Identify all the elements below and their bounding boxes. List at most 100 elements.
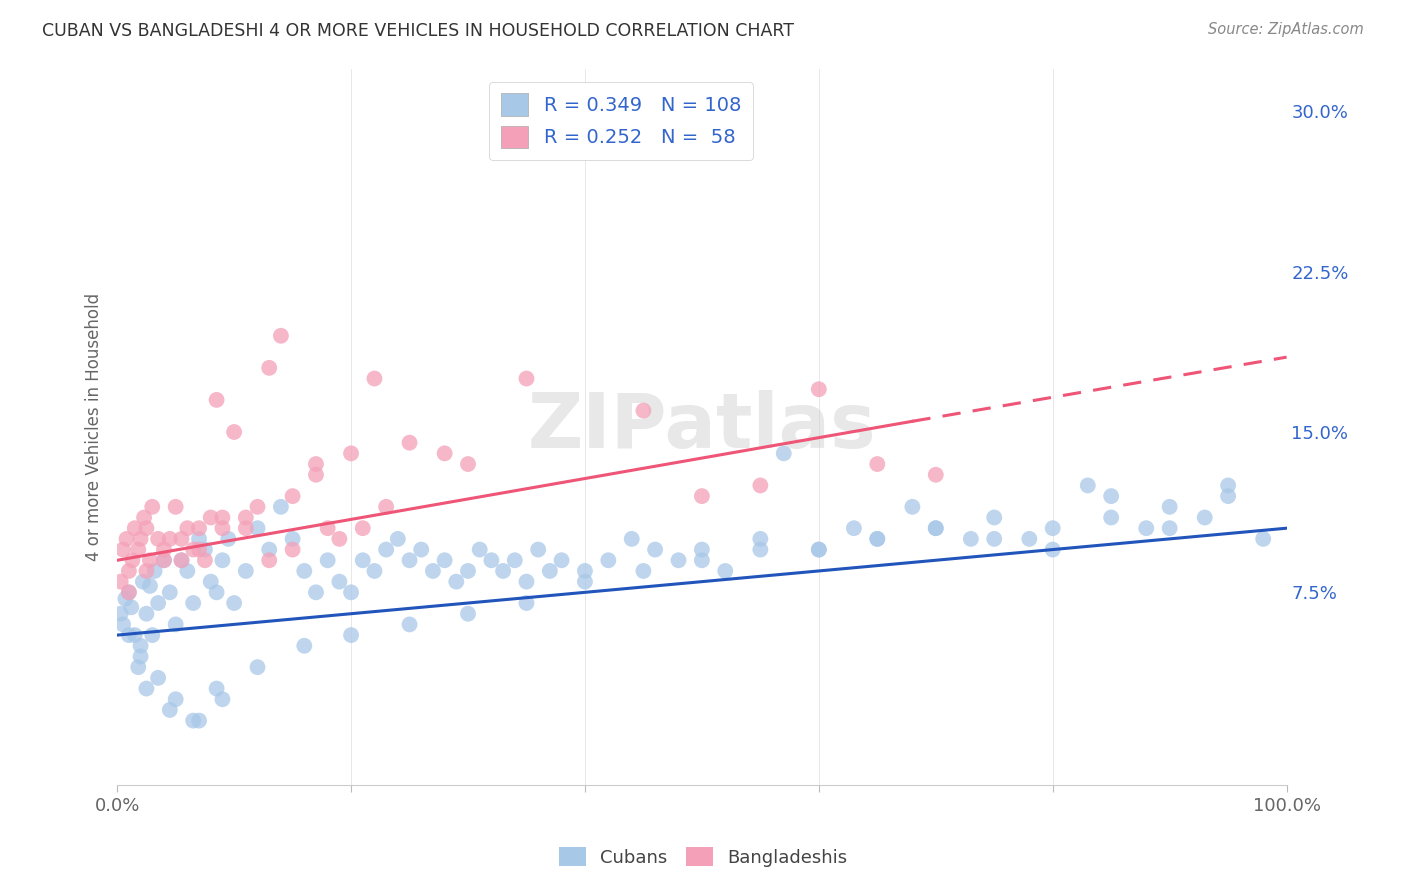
- Point: [200, 510, 222, 524]
- Point: [1042, 542, 1064, 557]
- Point: [170, 532, 193, 546]
- Point: [1135, 521, 1157, 535]
- Point: [292, 639, 315, 653]
- Point: [538, 564, 561, 578]
- Point: [387, 532, 409, 546]
- Point: [503, 553, 526, 567]
- Point: [165, 500, 187, 514]
- Point: [146, 671, 169, 685]
- Point: [235, 510, 257, 524]
- Point: [422, 564, 444, 578]
- Point: [188, 714, 211, 728]
- Point: [194, 553, 217, 567]
- Point: [433, 553, 456, 567]
- Point: [205, 681, 228, 696]
- Point: [492, 564, 515, 578]
- Point: [1077, 478, 1099, 492]
- Point: [205, 392, 228, 407]
- Point: [224, 425, 246, 439]
- Point: [305, 467, 328, 482]
- Point: [110, 607, 132, 621]
- Point: [141, 500, 163, 514]
- Point: [181, 542, 204, 557]
- Point: [139, 579, 162, 593]
- Point: [135, 681, 157, 696]
- Point: [316, 521, 339, 535]
- Point: [257, 553, 280, 567]
- Point: [176, 521, 198, 535]
- Point: [246, 521, 269, 535]
- Point: [340, 446, 363, 460]
- Point: [146, 532, 169, 546]
- Point: [211, 692, 233, 706]
- Point: [235, 521, 257, 535]
- Point: [159, 585, 181, 599]
- Point: [515, 371, 537, 385]
- Point: [305, 585, 328, 599]
- Point: [188, 521, 211, 535]
- Point: [181, 596, 204, 610]
- Point: [257, 360, 280, 375]
- Point: [668, 553, 690, 567]
- Point: [211, 510, 233, 524]
- Text: Source: ZipAtlas.com: Source: ZipAtlas.com: [1208, 22, 1364, 37]
- Point: [153, 542, 176, 557]
- Point: [363, 371, 385, 385]
- Point: [205, 585, 228, 599]
- Point: [118, 564, 141, 578]
- Point: [200, 574, 222, 589]
- Point: [181, 714, 204, 728]
- Point: [146, 596, 169, 610]
- Point: [550, 553, 572, 567]
- Point: [124, 521, 146, 535]
- Point: [139, 553, 162, 567]
- Point: [110, 574, 132, 589]
- Point: [159, 532, 181, 546]
- Point: [1251, 532, 1274, 546]
- Point: [644, 542, 666, 557]
- Point: [129, 639, 152, 653]
- Point: [807, 542, 830, 557]
- Point: [925, 521, 948, 535]
- Point: [211, 553, 233, 567]
- Point: [1099, 489, 1122, 503]
- Point: [574, 564, 596, 578]
- Point: [772, 446, 794, 460]
- Point: [170, 553, 193, 567]
- Point: [328, 574, 350, 589]
- Point: [1159, 500, 1181, 514]
- Point: [165, 692, 187, 706]
- Point: [960, 532, 983, 546]
- Point: [127, 542, 149, 557]
- Point: [457, 607, 479, 621]
- Point: [211, 521, 233, 535]
- Point: [118, 585, 141, 599]
- Point: [121, 553, 143, 567]
- Point: [176, 564, 198, 578]
- Point: [807, 542, 830, 557]
- Point: [515, 596, 537, 610]
- Point: [457, 564, 479, 578]
- Point: [866, 457, 889, 471]
- Point: [1216, 478, 1239, 492]
- Y-axis label: 4 or more Vehicles in Household: 4 or more Vehicles in Household: [86, 293, 103, 561]
- Point: [446, 574, 468, 589]
- Point: [135, 564, 157, 578]
- Point: [281, 489, 304, 503]
- Point: [749, 542, 772, 557]
- Point: [527, 542, 550, 557]
- Point: [375, 500, 398, 514]
- Point: [143, 564, 166, 578]
- Point: [749, 478, 772, 492]
- Point: [118, 628, 141, 642]
- Point: [135, 521, 157, 535]
- Point: [270, 328, 292, 343]
- Point: [124, 628, 146, 642]
- Point: [398, 617, 420, 632]
- Point: [188, 542, 211, 557]
- Point: [141, 628, 163, 642]
- Point: [1099, 510, 1122, 524]
- Point: [842, 521, 865, 535]
- Point: [153, 553, 176, 567]
- Point: [1194, 510, 1216, 524]
